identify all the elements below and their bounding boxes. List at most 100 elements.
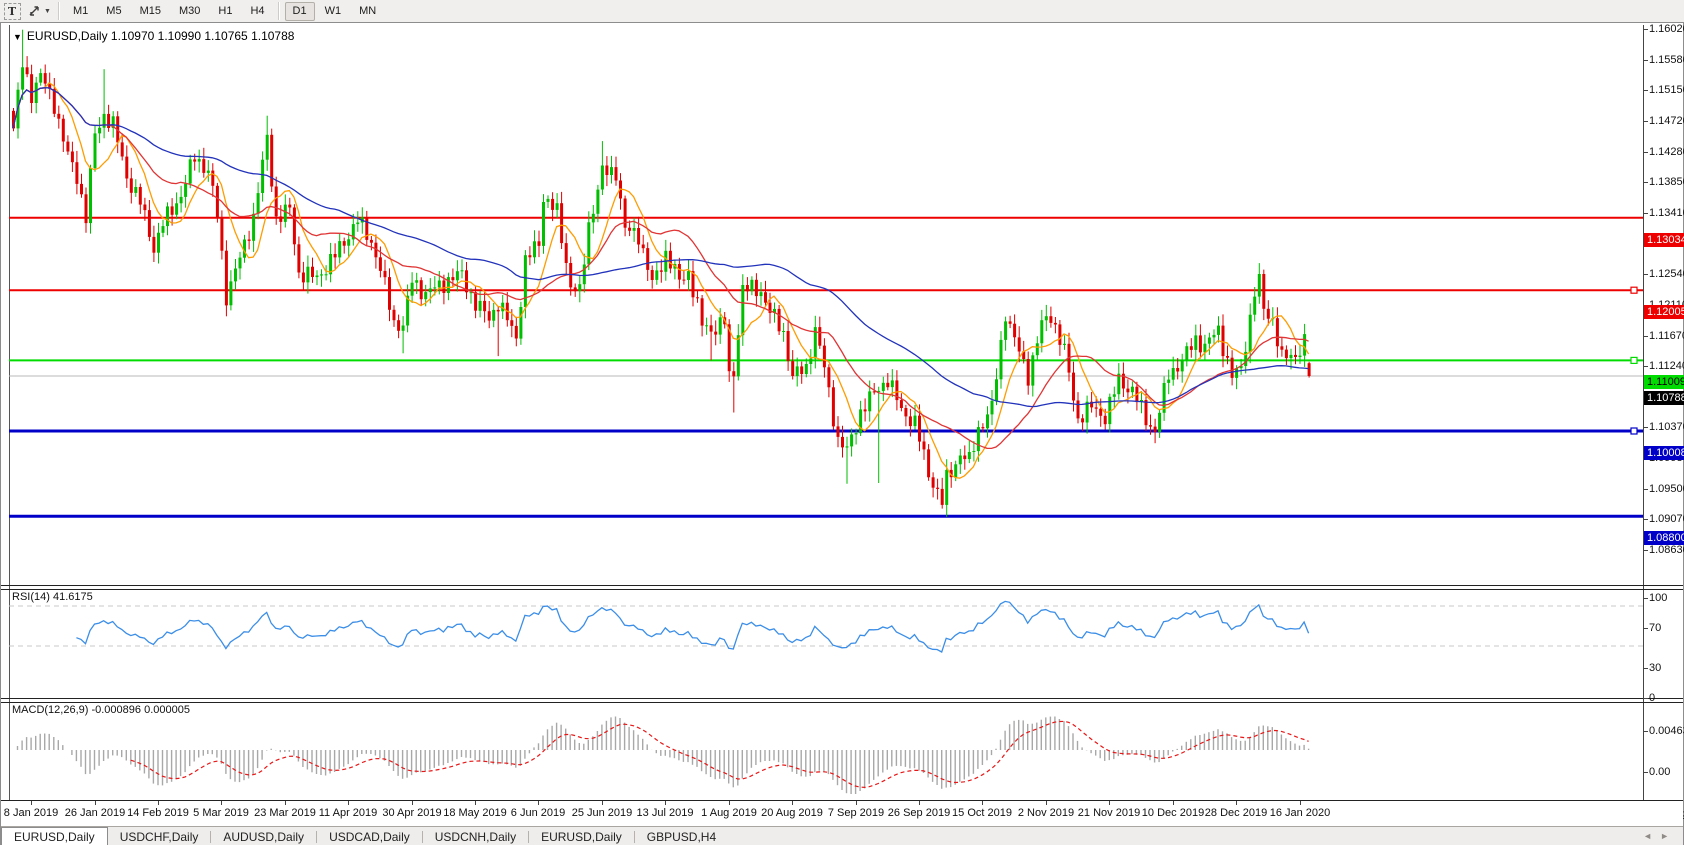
price-axis-label: 1.12540	[1649, 268, 1684, 280]
macd-indicator-label: MACD(12,26,9) -0.000896 0.000005	[12, 704, 190, 716]
pane-splitter[interactable]	[1, 585, 1683, 586]
price-axis-border	[1643, 25, 1644, 823]
moving-average-8	[12, 81, 1310, 479]
text-tool-icon: T	[3, 2, 21, 20]
moving-average-21	[12, 87, 1309, 450]
date-axis-label: 16 Jan 2020	[1269, 807, 1331, 819]
macd-signal-line	[130, 720, 1309, 789]
tab-separator	[633, 831, 635, 843]
axis-tick	[1643, 598, 1648, 599]
price-axis-label: 1.11670	[1649, 330, 1684, 342]
timeframe-button-d1[interactable]: D1	[284, 1, 315, 21]
price-axis-label: 1.15150	[1649, 84, 1684, 96]
tab-separator	[210, 831, 212, 843]
timeframe-button-m1[interactable]: M1	[73, 4, 89, 17]
chart-tab-usdcnh-daily[interactable]: USDCNH,Daily	[434, 830, 517, 844]
axis-tick	[1643, 182, 1648, 183]
line-endpoint-handle[interactable]	[1630, 286, 1638, 294]
axis-tick	[1643, 731, 1648, 732]
timeframe-button-w1[interactable]: W1	[324, 4, 342, 17]
price-axis-label: 1.10370	[1649, 421, 1684, 433]
timeframe-button-m5[interactable]: M5	[106, 4, 122, 17]
axis-tick	[158, 801, 159, 805]
rsi-axis-label: 100	[1649, 592, 1668, 604]
arrows-tool-button[interactable]: ▼	[26, 2, 52, 20]
rsi-axis-label: 0	[1649, 692, 1656, 704]
price-level-badge: 1.12005	[1644, 305, 1684, 319]
chart-window: ▼ EURUSD,Daily 1.10970 1.10990 1.10765 1.…	[0, 22, 1684, 845]
date-axis-label: 18 May 2019	[443, 807, 507, 819]
chart-tab-eurusd-daily[interactable]: EURUSD,Daily	[1, 827, 108, 845]
chart-tab-eurusd-daily[interactable]: EURUSD,Daily	[541, 830, 622, 844]
macd-axis-label: 0.00	[1649, 766, 1671, 778]
rsi-axis-label: 30	[1649, 662, 1662, 674]
date-axis-label: 25 Jun 2019	[571, 807, 633, 819]
chart-tab-usdcad-daily[interactable]: USDCAD,Daily	[329, 830, 410, 844]
date-axis-label: 1 Aug 2019	[701, 807, 757, 819]
axis-tick	[1643, 772, 1648, 773]
timeframe-button-h4[interactable]: H4	[250, 4, 265, 17]
chart-tabs: EURUSD,Daily USDCHF,Daily AUDUSD,Daily USDC…	[1, 827, 728, 845]
collapse-triangle-icon[interactable]: ▼	[13, 32, 22, 42]
price-axis-label: 1.11240	[1649, 360, 1684, 372]
pane-splitter[interactable]	[1, 698, 1683, 699]
date-axis-label: 26 Jan 2019	[64, 807, 126, 819]
timeframe-button-m30[interactable]: M30	[178, 4, 201, 17]
axis-tick	[1643, 366, 1648, 367]
date-axis-label: 14 Feb 2019	[127, 807, 189, 819]
chevron-down-icon: ▼	[44, 7, 51, 15]
axis-tick	[1643, 628, 1648, 629]
chart-tab-gbpusd-h4[interactable]: GBPUSD,H4	[646, 830, 717, 844]
price-axis-label: 1.09070	[1649, 513, 1684, 525]
scroll-left-icon[interactable]: ◄	[1643, 831, 1661, 841]
axis-tick	[665, 801, 666, 805]
tab-scroll-arrows[interactable]: ◄►	[1643, 831, 1677, 841]
candlestick-series	[12, 29, 1311, 517]
date-axis-label: 30 Apr 2019	[382, 807, 442, 819]
line-endpoint-handle[interactable]	[1630, 356, 1638, 364]
text-tool-button[interactable]: T	[2, 2, 22, 20]
arrows-icon	[29, 6, 39, 16]
current-price-badge: 1.10788	[1644, 391, 1684, 405]
price-axis-label: 1.16020	[1649, 23, 1684, 35]
price-axis-label: 1.13410	[1649, 207, 1684, 219]
chart-title-text: EURUSD,Daily 1.10970 1.10990 1.10765 1.1…	[26, 29, 295, 43]
axis-tick	[1643, 519, 1648, 520]
rsi-indicator-canvas[interactable]	[9, 590, 1643, 698]
date-axis-label: 5 Mar 2019	[193, 807, 249, 819]
price-axis-label: 1.09500	[1649, 483, 1684, 495]
line-endpoint-handle[interactable]	[1630, 427, 1638, 435]
timeframe-button-mn[interactable]: MN	[359, 4, 377, 17]
axis-tick	[919, 801, 920, 805]
axis-tick	[475, 801, 476, 805]
macd-axis-label: 0.00463	[1649, 725, 1684, 737]
rsi-indicator-label: RSI(14) 41.6175	[12, 591, 93, 603]
timeframes-toolbar: T ▼ M1 M5 M15 M30 H1 H4 D1 W1 MN	[0, 0, 1684, 23]
axis-tick	[1173, 801, 1174, 805]
scroll-right-icon[interactable]: ►	[1660, 831, 1677, 841]
timeframe-button-h1[interactable]: H1	[218, 4, 233, 17]
chart-title: ▼ EURUSD,Daily 1.10970 1.10990 1.10765 1.…	[13, 29, 294, 43]
rsi-axis-label: 70	[1649, 622, 1662, 634]
axis-tick	[1643, 427, 1648, 428]
timeframe-button-m15[interactable]: M15	[139, 4, 161, 17]
axis-tick	[1300, 801, 1301, 805]
chart-tab-usdchf-daily[interactable]: USDCHF,Daily	[119, 830, 199, 844]
price-chart-canvas[interactable]	[9, 25, 1643, 585]
axis-tick	[1236, 801, 1237, 805]
pane-splitter	[1, 800, 1683, 801]
pane-splitter[interactable]	[1, 589, 1683, 590]
date-axis: 8 Jan 2019 26 Jan 2019 14 Feb 2019 5 Mar 20…	[1, 801, 1683, 825]
toolbar-separator	[277, 2, 280, 20]
chart-tab-audusd-daily[interactable]: AUDUSD,Daily	[223, 830, 305, 844]
date-axis-label: 11 Apr 2019	[318, 807, 378, 819]
axis-tick	[221, 801, 222, 805]
pane-splitter[interactable]	[1, 702, 1683, 703]
price-axis-label: 1.08630	[1649, 544, 1684, 556]
date-axis-label: 13 Jul 2019	[636, 807, 694, 819]
price-level-badge: 1.13034	[1644, 233, 1684, 247]
macd-indicator-canvas[interactable]	[9, 703, 1643, 800]
axis-tick	[1643, 336, 1648, 337]
axis-tick	[602, 801, 603, 805]
